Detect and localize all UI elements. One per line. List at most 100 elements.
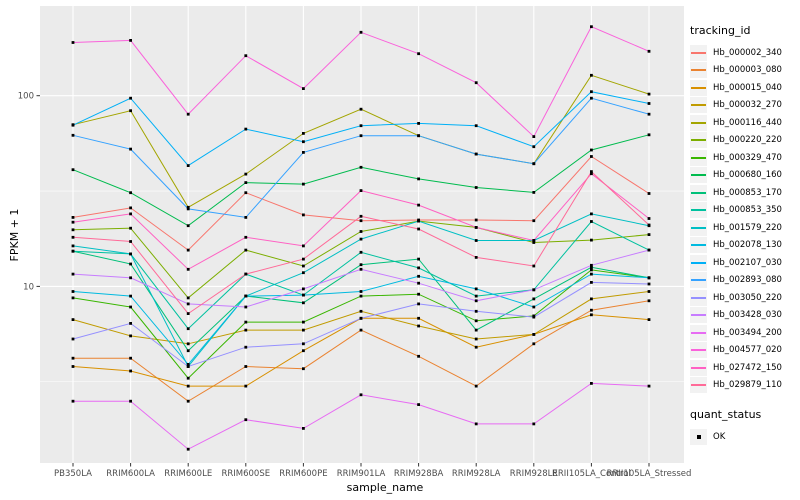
data-point <box>647 217 651 220</box>
data-point <box>590 281 593 284</box>
legend-item-label: Hb_002893_080 <box>713 275 782 286</box>
data-point <box>647 248 651 252</box>
data-point <box>244 365 248 368</box>
legend-item-label: Hb_003428_030 <box>713 310 782 321</box>
data-point <box>474 337 478 341</box>
data-point <box>129 240 132 243</box>
legend-key-swatch <box>690 97 707 114</box>
data-point <box>590 96 593 100</box>
legend-tracking-items: Hb_000002_340 Hb_000003_080 Hb_000015_040 H… <box>690 44 798 394</box>
legend-key-swatch <box>690 342 707 359</box>
legend-key-swatch <box>690 272 707 289</box>
legend-line-icon <box>691 349 706 352</box>
data-point <box>302 342 305 346</box>
data-point <box>244 294 248 298</box>
legend-line-icon <box>691 121 706 124</box>
data-point <box>474 81 478 85</box>
legend-item-label: Hb_002107_030 <box>713 257 782 268</box>
data-point <box>129 369 132 373</box>
data-point <box>71 318 75 321</box>
legend-key-swatch <box>690 377 707 394</box>
data-point <box>647 192 651 195</box>
legend-line-icon <box>691 174 706 177</box>
legend-line-icon <box>691 331 706 334</box>
legend-quant-label: OK <box>713 431 726 442</box>
data-point <box>71 228 75 232</box>
data-point <box>302 349 305 353</box>
data-point <box>532 305 536 309</box>
legend-line-icon <box>691 104 706 107</box>
legend-item-label: Hb_000003_080 <box>713 65 782 76</box>
data-point <box>417 134 420 138</box>
data-point <box>71 399 75 403</box>
legend-item: Hb_001579_220 <box>690 219 798 237</box>
legend-item-label: Hb_027472_150 <box>713 362 782 373</box>
data-point <box>244 272 248 276</box>
data-point <box>532 422 536 426</box>
legend-item: Hb_003428_030 <box>690 307 798 325</box>
data-point <box>129 252 132 256</box>
data-point <box>302 328 305 332</box>
legend-key-swatch <box>690 44 707 61</box>
data-point <box>417 177 420 181</box>
data-point <box>647 92 651 96</box>
x-tick-label: RRIM600PE <box>279 469 327 479</box>
data-point <box>474 384 478 388</box>
legend-quant-items: OK <box>690 428 798 446</box>
legend-line-icon <box>691 384 706 387</box>
legend-key-swatch <box>690 167 707 184</box>
legend-item-label: Hb_000032_270 <box>713 100 782 111</box>
data-point <box>359 230 363 233</box>
legend-item: Hb_000003_080 <box>690 62 798 80</box>
data-point <box>302 213 305 217</box>
data-point <box>359 328 363 332</box>
data-point <box>244 320 248 324</box>
data-point <box>647 112 651 116</box>
data-point <box>129 39 132 42</box>
x-tick-label: RRIM600LE <box>164 469 212 479</box>
data-point <box>186 327 190 331</box>
legend-item-label: Hb_000220_220 <box>713 135 782 146</box>
legend-item-label: Hb_000680_160 <box>713 170 782 181</box>
data-point <box>647 233 651 236</box>
data-point <box>532 162 536 166</box>
data-point <box>359 316 363 320</box>
data-point <box>71 249 75 253</box>
legend-item-label: Hb_004577_020 <box>713 345 782 356</box>
data-point <box>417 219 420 223</box>
data-point <box>647 49 651 53</box>
data-point <box>71 123 75 127</box>
data-point <box>129 206 132 210</box>
legend-line-icon <box>691 261 706 264</box>
data-point <box>474 299 478 303</box>
data-point <box>71 365 75 368</box>
data-point <box>129 305 132 309</box>
legend-item: Hb_027472_150 <box>690 359 798 377</box>
data-point <box>590 212 593 216</box>
data-point <box>129 294 132 298</box>
data-point <box>590 265 593 269</box>
data-point <box>302 367 305 371</box>
data-point <box>359 107 363 111</box>
data-point <box>186 296 190 300</box>
legend-item-label: Hb_000329_470 <box>713 152 782 163</box>
data-point <box>417 122 420 125</box>
data-point <box>474 309 478 313</box>
data-point <box>359 267 363 271</box>
legend-quant-item: OK <box>690 428 798 446</box>
data-point <box>532 219 536 223</box>
data-point <box>302 320 305 324</box>
data-point <box>129 191 132 195</box>
data-point <box>359 134 363 138</box>
legend-line-icon <box>691 156 706 159</box>
legend-item: Hb_003050_220 <box>690 289 798 307</box>
data-point <box>244 418 248 422</box>
data-point <box>129 322 132 325</box>
data-point <box>647 223 651 227</box>
data-point <box>186 248 190 252</box>
data-point <box>302 287 305 291</box>
data-point <box>186 399 190 403</box>
data-point <box>590 382 593 385</box>
x-axis-title: sample_name <box>346 481 424 494</box>
